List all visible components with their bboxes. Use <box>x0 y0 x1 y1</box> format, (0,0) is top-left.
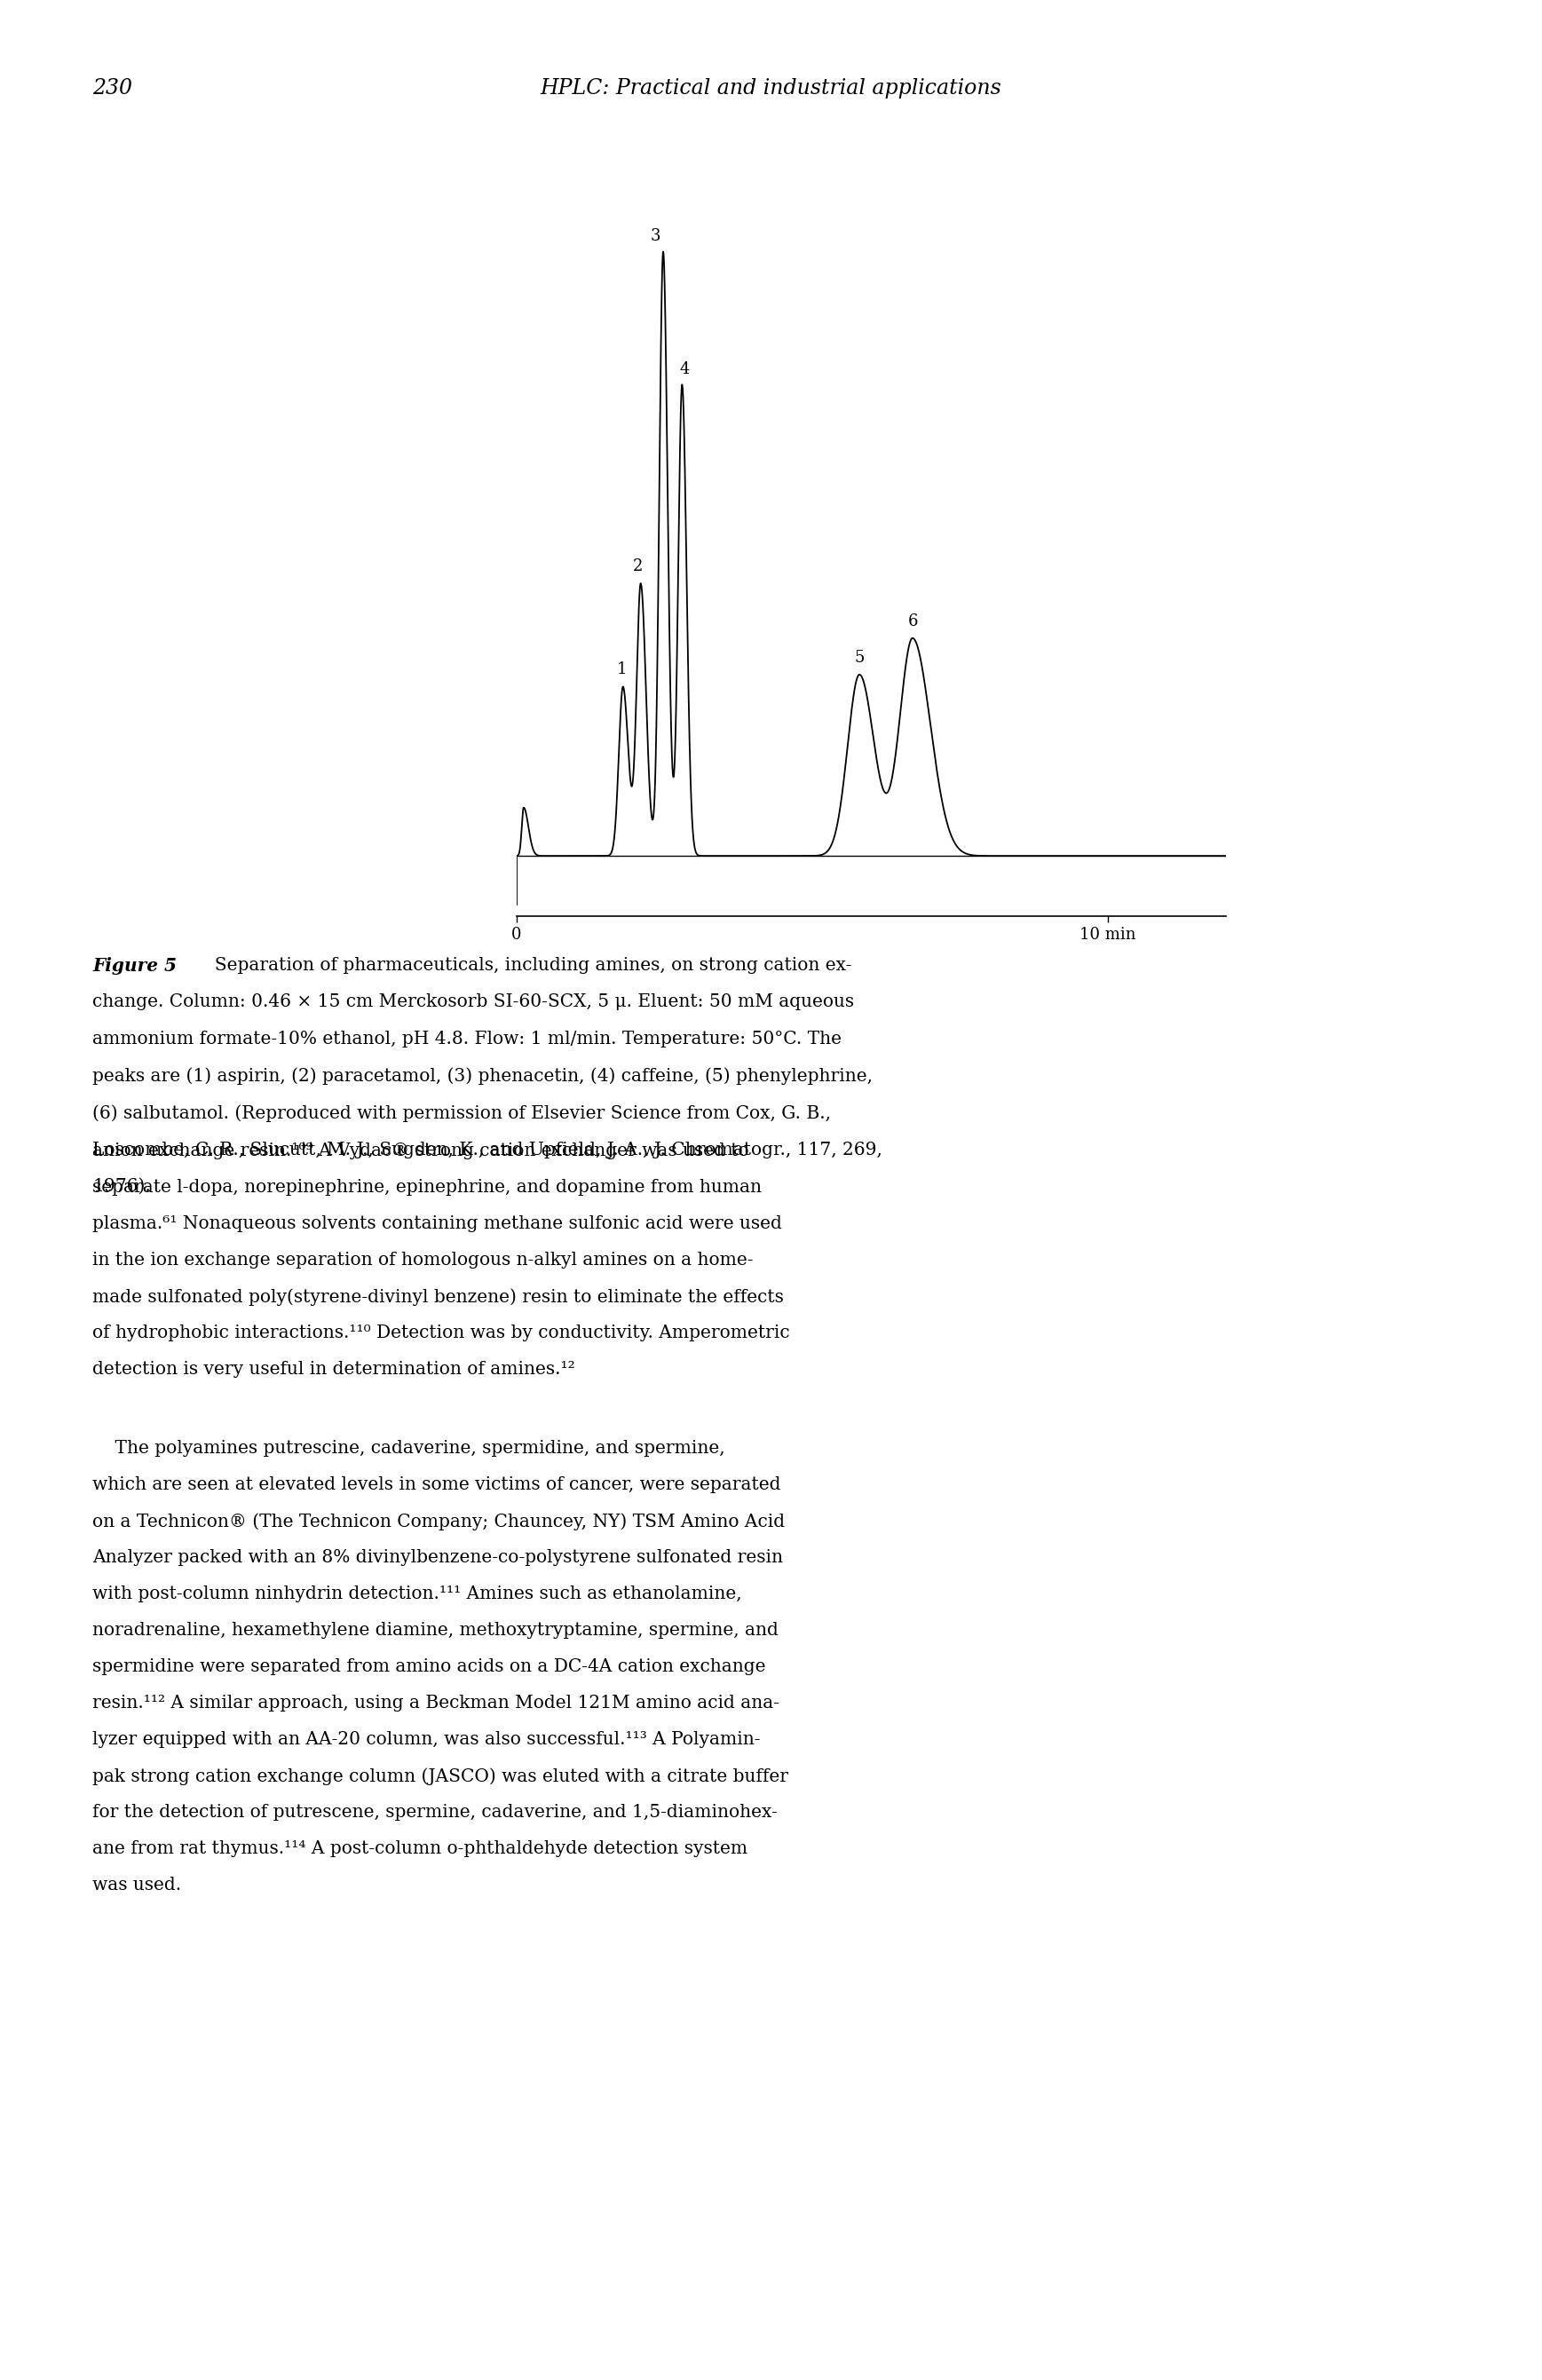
Text: separate l-dopa, norepinephrine, epinephrine, and dopamine from human: separate l-dopa, norepinephrine, epineph… <box>93 1178 762 1195</box>
Text: 2: 2 <box>632 559 643 574</box>
Text: of hydrophobic interactions.¹¹⁰ Detection was by conductivity. Amperometric: of hydrophobic interactions.¹¹⁰ Detectio… <box>93 1323 790 1342</box>
Text: change. Column: 0.46 × 15 cm Merckosorb SI-60-SCX, 5 μ. Eluent: 50 mM aqueous: change. Column: 0.46 × 15 cm Merckosorb … <box>93 992 854 1012</box>
Text: 6: 6 <box>908 614 917 628</box>
Text: which are seen at elevated levels in some victims of cancer, were separated: which are seen at elevated levels in som… <box>93 1476 780 1492</box>
Text: 4: 4 <box>680 362 691 378</box>
Text: plasma.⁶¹ Nonaqueous solvents containing methane sulfonic acid were used: plasma.⁶¹ Nonaqueous solvents containing… <box>93 1216 782 1233</box>
Text: with post-column ninhydrin detection.¹¹¹ Amines such as ethanolamine,: with post-column ninhydrin detection.¹¹¹… <box>93 1585 742 1602</box>
Text: made sulfonated poly(styrene-divinyl benzene) resin to eliminate the effects: made sulfonated poly(styrene-divinyl ben… <box>93 1288 783 1307</box>
Text: 3: 3 <box>651 228 660 245</box>
Text: peaks are (1) aspirin, (2) paracetamol, (3) phenacetin, (4) caffeine, (5) phenyl: peaks are (1) aspirin, (2) paracetamol, … <box>93 1066 873 1085</box>
Text: on a Technicon® (The Technicon Company; Chauncey, NY) TSM Amino Acid: on a Technicon® (The Technicon Company; … <box>93 1514 785 1530</box>
Text: (6) salbutamol. (Reproduced with permission of Elsevier Science from Cox, G. B.,: (6) salbutamol. (Reproduced with permiss… <box>93 1104 831 1121</box>
Text: Figure 5: Figure 5 <box>93 957 177 973</box>
Text: The polyamines putrescine, cadaverine, spermidine, and spermine,: The polyamines putrescine, cadaverine, s… <box>93 1440 725 1457</box>
Text: lyzer equipped with an AA-20 column, was also successful.¹¹³ A Polyamin-: lyzer equipped with an AA-20 column, was… <box>93 1730 760 1747</box>
Text: 1976).: 1976). <box>93 1178 151 1195</box>
Text: HPLC: Practical and industrial applications: HPLC: Practical and industrial applicati… <box>540 79 1002 100</box>
Text: Loscombe, C. R., Slucutt, M. J., Sugden, K., and Upfield, J. A., J. Chromatogr.,: Loscombe, C. R., Slucutt, M. J., Sugden,… <box>93 1140 882 1159</box>
Text: detection is very useful in determination of amines.¹²: detection is very useful in determinatio… <box>93 1361 575 1378</box>
Text: Separation of pharmaceuticals, including amines, on strong cation ex-: Separation of pharmaceuticals, including… <box>204 957 851 973</box>
Text: noradrenaline, hexamethylene diamine, methoxytryptamine, spermine, and: noradrenaline, hexamethylene diamine, me… <box>93 1621 779 1640</box>
Text: 1: 1 <box>617 662 628 678</box>
Text: in the ion exchange separation of homologous n-alkyl amines on a home-: in the ion exchange separation of homolo… <box>93 1252 754 1269</box>
Text: was used.: was used. <box>93 1878 182 1894</box>
Text: 230: 230 <box>93 79 133 100</box>
Text: spermidine were separated from amino acids on a DC-4A cation exchange: spermidine were separated from amino aci… <box>93 1659 766 1676</box>
Text: ane from rat thymus.¹¹⁴ A post-column o-phthaldehyde detection system: ane from rat thymus.¹¹⁴ A post-column o-… <box>93 1840 748 1856</box>
Text: Analyzer packed with an 8% divinylbenzene-co-polystyrene sulfonated resin: Analyzer packed with an 8% divinylbenzen… <box>93 1549 783 1566</box>
Text: pak strong cation exchange column (JASCO) was eluted with a citrate buffer: pak strong cation exchange column (JASCO… <box>93 1768 788 1785</box>
Text: ammonium formate-10% ethanol, pH 4.8. Flow: 1 ml/min. Temperature: 50°C. The: ammonium formate-10% ethanol, pH 4.8. Fl… <box>93 1031 842 1047</box>
Text: for the detection of putrescene, spermine, cadaverine, and 1,5-diaminohex-: for the detection of putrescene, spermin… <box>93 1804 777 1821</box>
Text: resin.¹¹² A similar approach, using a Beckman Model 121M amino acid ana-: resin.¹¹² A similar approach, using a Be… <box>93 1695 780 1711</box>
Text: 5: 5 <box>854 650 865 666</box>
Text: anion exchange resin.¹⁰⁹ A Vydac® strong cation exchanger was used to: anion exchange resin.¹⁰⁹ A Vydac® strong… <box>93 1142 749 1159</box>
